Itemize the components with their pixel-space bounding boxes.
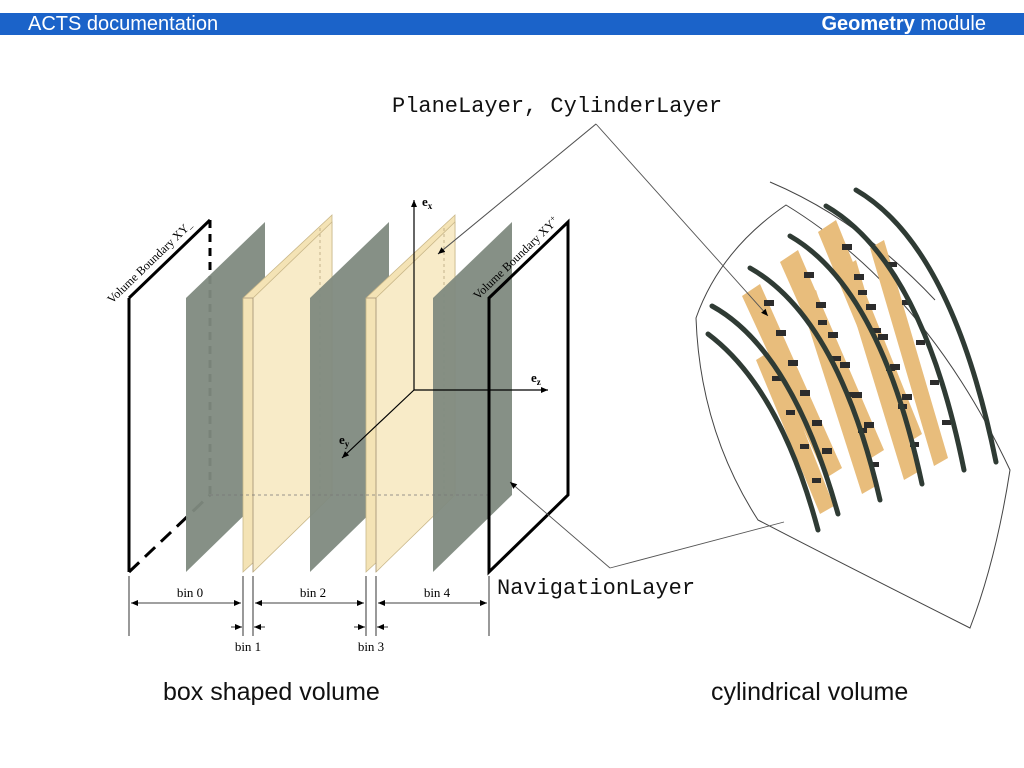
header-module-bold: Geometry	[821, 13, 915, 35]
cylinder-arcs	[705, 187, 999, 533]
axis-z-label: ez	[531, 370, 541, 387]
bin-0-label: bin 0	[177, 585, 203, 600]
bin-2-label: bin 2	[300, 585, 326, 600]
caption-box-volume: box shaped volume	[163, 678, 380, 706]
boundary-minus-label: Volume Boundary XY–	[104, 218, 196, 308]
axis-y-label: ey	[339, 432, 350, 449]
pointer-lines	[437, 123, 785, 569]
cylinder-volume	[695, 181, 1011, 629]
boundary-plus	[487, 218, 570, 576]
header-title: ACTS documentation	[28, 13, 219, 35]
header-module: Geometry module	[821, 13, 986, 35]
gray-layer-3	[433, 222, 512, 572]
plane-cylinder-layer-label: PlaneLayer, CylinderLayer	[392, 94, 722, 119]
header-bar: ACTS documentation Geometry module	[0, 13, 1024, 35]
bin-4-label: bin 4	[424, 585, 451, 600]
bin-3-label: bin 3	[358, 639, 384, 654]
navigation-layer-label: NavigationLayer	[497, 576, 695, 601]
box-volume: ex ez ey Volume Boundary XY– Volume Boun…	[104, 194, 570, 654]
axis-x-label: ex	[422, 194, 433, 211]
bin-dimensions	[128, 576, 490, 636]
header-module-rest: module	[914, 13, 986, 35]
bin-1-label: bin 1	[235, 639, 261, 654]
caption-cylindrical-volume: cylindrical volume	[711, 678, 909, 706]
cylinder-outline	[695, 204, 1011, 629]
axes: ex ez ey	[339, 194, 548, 459]
